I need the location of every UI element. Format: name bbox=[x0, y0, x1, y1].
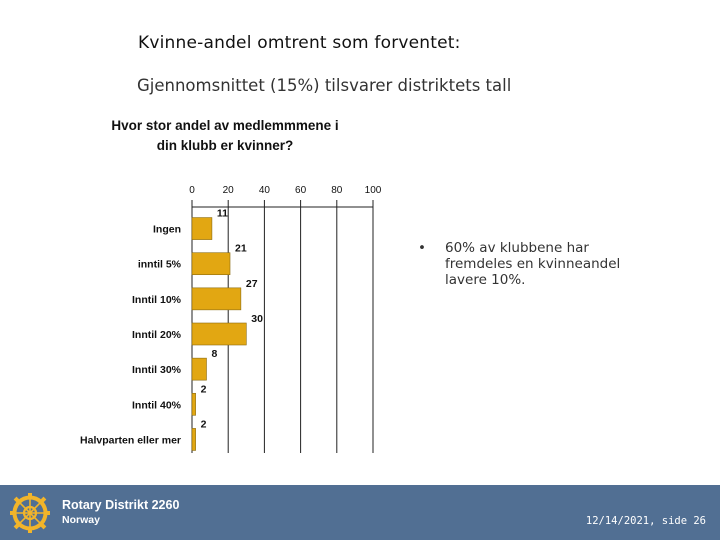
bar bbox=[191, 392, 196, 416]
footer-bar: Rotary Distrikt 2260 Norway 12/14/2021, … bbox=[0, 485, 720, 540]
x-tick-label: 0 bbox=[189, 185, 195, 196]
footer-org-name: Rotary Distrikt 2260 bbox=[62, 498, 180, 512]
data-label: 30 bbox=[251, 313, 263, 325]
data-label: 27 bbox=[246, 278, 258, 290]
category-label: Inntil 40% bbox=[132, 399, 182, 411]
category-label: Halvparten eller mer bbox=[80, 434, 181, 446]
category-label: inntil 5% bbox=[138, 259, 182, 271]
category-label: Ingen bbox=[153, 224, 181, 236]
category-label: Inntil 20% bbox=[132, 329, 182, 341]
data-label: 21 bbox=[235, 243, 247, 255]
bar bbox=[191, 217, 213, 240]
data-label: 2 bbox=[201, 418, 207, 430]
bar-chart: 0 20 40 60 80 100 Ingen 11 inntil 5% 21 Inntil 10%… bbox=[80, 185, 382, 453]
category-label: Inntil 10% bbox=[132, 294, 182, 306]
x-tick-label: 20 bbox=[223, 185, 235, 196]
x-tick-label: 60 bbox=[295, 185, 307, 196]
bar bbox=[191, 287, 242, 311]
bar bbox=[191, 322, 247, 346]
x-tick-label: 100 bbox=[365, 185, 382, 196]
bar bbox=[191, 252, 231, 276]
data-label: 2 bbox=[201, 383, 207, 395]
slide-subtitle: Gjennomsnittet (15%) tilsvarer distrikte… bbox=[137, 76, 512, 95]
x-tick-label: 40 bbox=[259, 185, 271, 196]
bullet-marker: • bbox=[418, 240, 426, 256]
footer-country: Norway bbox=[62, 514, 100, 526]
rotary-wheel-icon bbox=[10, 493, 50, 533]
data-label: 11 bbox=[217, 208, 228, 220]
bullet-text: 60% av klubbene har fremdeles en kvinnea… bbox=[445, 240, 621, 288]
bar bbox=[191, 428, 196, 451]
footer-date-page: 12/14/2021, side 26 bbox=[585, 515, 706, 527]
x-tick-label: 80 bbox=[331, 185, 343, 196]
chart-title: Hvor stor andel av medlemmmene i din klu… bbox=[111, 118, 339, 153]
category-label: Inntil 30% bbox=[132, 364, 182, 376]
data-label: 8 bbox=[211, 348, 217, 360]
slide-title: Kvinne-andel omtrent som forventet: bbox=[138, 33, 461, 53]
bar bbox=[191, 357, 207, 381]
